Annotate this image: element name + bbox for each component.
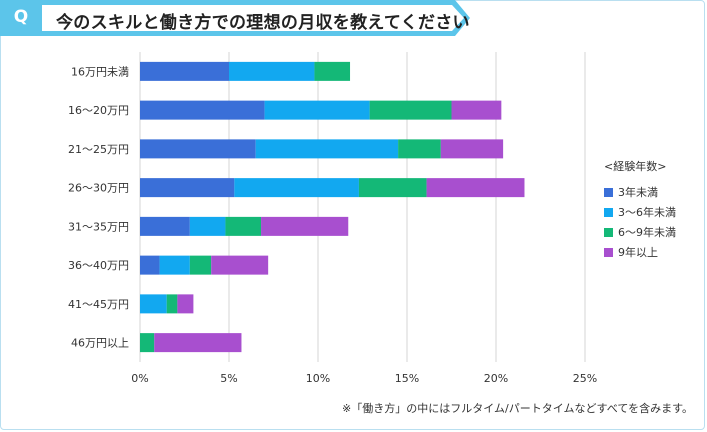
question-title: 今のスキルと働き方での理想の月収を教えてください <box>56 13 470 33</box>
bar-segment <box>189 216 226 236</box>
bar-segment <box>261 216 349 236</box>
category-label: 26〜30万円 <box>68 182 129 195</box>
bar-segment <box>398 139 441 159</box>
legend-swatch <box>604 227 613 237</box>
bar-segment <box>440 139 504 159</box>
bar-segment <box>189 255 212 275</box>
bar-segment <box>225 216 262 236</box>
category-label: 31〜35万円 <box>68 220 129 233</box>
legend-label: 9年以上 <box>618 246 658 259</box>
bar-segment <box>314 61 351 81</box>
bar-segment <box>140 333 155 353</box>
bar-segment <box>166 294 178 314</box>
legend-label: 3年未満 <box>618 186 658 199</box>
bar-segment <box>451 100 502 120</box>
bar-segment <box>140 178 235 198</box>
x-tick-label: 0% <box>131 372 148 385</box>
bar-segment <box>255 139 399 159</box>
bar-segment <box>140 216 190 236</box>
legend-item: 3〜6年未満 <box>604 202 676 222</box>
question-badge: Q <box>13 7 29 27</box>
bar-segment <box>264 100 370 120</box>
bar-segment <box>234 178 359 198</box>
bar-segment <box>159 255 190 275</box>
legend-item: 6〜9年未満 <box>604 222 676 242</box>
bar-segment <box>140 294 167 314</box>
legend: <経験年数> 3年未満 3〜6年未満 6〜9年未満 9年以上 <box>604 158 676 262</box>
x-tick-label: 20% <box>484 372 508 385</box>
category-label: 21〜25万円 <box>68 143 129 156</box>
footnote: ※「働き方」の中にはフルタイム/パートタイムなどすべてを含みます。 <box>342 402 693 415</box>
x-tick-label: 15% <box>395 372 419 385</box>
legend-swatch <box>604 247 613 257</box>
x-tick-label: 25% <box>573 372 597 385</box>
bar-segment <box>229 61 315 81</box>
category-label: 41〜45万円 <box>68 298 129 311</box>
legend-item: 3年未満 <box>604 182 676 202</box>
bar-segment <box>154 333 242 353</box>
bar-segment <box>211 255 269 275</box>
bar-segment <box>140 100 265 120</box>
question-header: Q 今のスキルと働き方での理想の月収を教えてください <box>0 0 472 36</box>
legend-label: 6〜9年未満 <box>618 226 676 239</box>
bar-segment <box>177 294 194 314</box>
category-label: 36〜40万円 <box>68 259 129 272</box>
bar-segment <box>369 100 452 120</box>
legend-swatch <box>604 207 613 217</box>
legend-title: <経験年数> <box>604 160 667 173</box>
x-tick-label: 10% <box>306 372 330 385</box>
x-tick-label: 5% <box>220 372 237 385</box>
legend-swatch <box>604 187 613 197</box>
bar-segment <box>140 255 160 275</box>
bar-segment <box>426 178 525 198</box>
legend-label: 3〜6年未満 <box>618 206 676 219</box>
category-label: 46万円以上 <box>71 337 129 350</box>
category-label: 16〜20万円 <box>68 104 129 117</box>
bar-segment <box>358 178 427 198</box>
legend-item: 9年以上 <box>604 242 676 262</box>
bar-segment <box>140 139 256 159</box>
question-banner <box>0 0 470 36</box>
bar-segment <box>140 61 229 81</box>
category-label: 16万円未満 <box>71 65 129 78</box>
